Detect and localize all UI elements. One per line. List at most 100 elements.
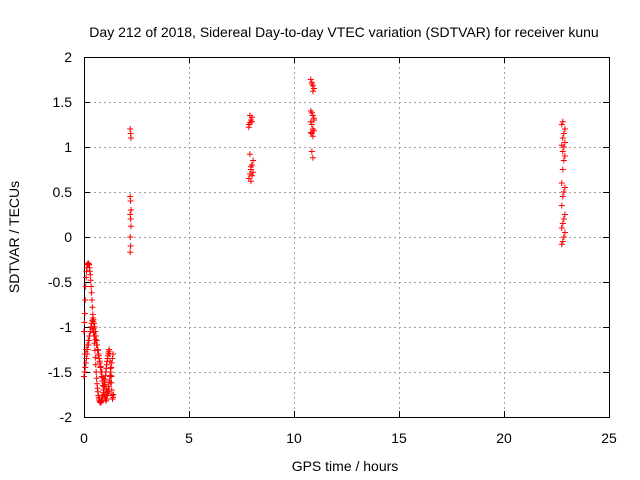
x-tick-label: 5 [185,430,193,446]
data-point-marker [100,378,107,384]
data-point-marker [82,283,89,290]
data-point-marker [245,121,252,128]
data-point-marker [561,139,568,146]
data-point-marker [103,396,110,402]
data-point-marker [91,333,98,339]
data-point-marker [127,243,134,249]
y-tick-label: 1.5 [53,94,73,110]
x-tick-label: 15 [391,430,407,446]
data-point-marker [102,381,108,388]
data-point-marker [247,163,254,170]
data-point-marker [560,189,567,195]
data-point-marker [81,319,88,326]
data-point-marker [81,369,88,375]
data-point-marker [560,157,567,164]
data-point-marker [87,277,94,284]
data-point-marker [89,325,96,332]
x-tick-label: 25 [601,430,617,446]
data-point-marker [308,121,315,128]
data-point-marker [127,234,134,240]
data-point-marker [81,328,87,335]
data-point-marker [83,274,90,281]
data-point-marker [561,184,568,191]
data-point-marker [92,361,99,368]
data-point-marker [310,117,317,123]
data-point-marker [109,351,116,357]
data-point-marker [82,297,89,303]
data-point-marker [558,142,565,149]
data-point-marker [249,172,255,179]
data-point-marker [105,390,112,397]
data-point-marker [309,154,316,161]
data-point-marker [559,193,566,200]
data-point-marker [558,121,565,128]
data-point-marker [561,211,568,218]
data-point-marker [560,216,567,222]
data-point-marker [97,363,104,370]
data-point-marker [92,354,99,361]
data-point-marker [85,337,92,344]
data-point-marker [127,216,134,222]
x-tick-label: 20 [496,430,512,446]
data-point-marker [559,166,566,173]
data-point-marker [101,391,108,398]
y-tick-label: -2 [60,409,73,425]
data-point-marker [309,133,316,140]
data-point-marker [87,271,94,278]
data-point-marker [98,369,105,375]
data-point-marker [307,118,314,125]
data-point-marker [108,373,115,380]
data-point-marker [94,347,101,354]
data-point-marker [90,316,97,323]
y-tick-label: -0.5 [48,274,72,290]
data-point-marker [86,333,93,339]
data-point-marker [127,198,134,204]
x-tick-label: 10 [286,430,302,446]
data-point-marker [88,289,95,296]
chart-title: Day 212 of 2018, Sidereal Day-to-day VTE… [89,24,598,40]
data-point-marker [308,109,315,116]
data-point-marker [93,342,100,348]
y-tick-label: 1 [64,139,72,155]
data-point-marker [249,118,255,125]
y-tick-label: -1 [60,319,73,335]
data-point-marker [246,151,253,158]
data-point-marker [250,169,257,176]
data-point-marker [106,387,113,393]
x-tick-label: 0 [80,430,88,446]
data-point-marker [559,148,566,155]
data-point-marker [127,249,134,256]
data-point-marker [560,130,567,137]
data-point-marker [558,202,565,209]
data-point-marker [84,342,91,348]
data-point-marker [109,355,116,362]
data-point-marker [91,320,98,327]
data-point-marker [107,379,114,386]
data-point-marker [561,153,568,159]
data-point-marker [309,112,316,119]
data-point-marker [99,374,106,381]
data-point-marker [560,234,567,240]
data-point-marker [103,385,110,392]
data-point-marker [561,126,568,132]
y-tick-label: 0 [64,229,72,245]
data-point-marker [559,118,566,125]
data-point-marker [93,375,100,382]
data-point-marker [88,283,95,290]
data-point-marker [90,329,97,336]
data-point-marker [89,304,96,311]
data-point-marker [558,180,565,186]
data-point-marker [309,88,316,95]
data-point-marker [128,223,135,230]
data-point-marker [110,391,117,398]
data-point-marker [128,135,135,141]
data-point-marker [108,364,115,371]
data-point-marker [307,76,314,83]
data-marks [81,76,568,406]
data-point-marker [307,129,314,136]
data-point-marker [82,364,89,371]
data-point-marker [247,178,254,185]
data-point-marker [128,207,135,213]
data-point-marker [81,373,87,380]
